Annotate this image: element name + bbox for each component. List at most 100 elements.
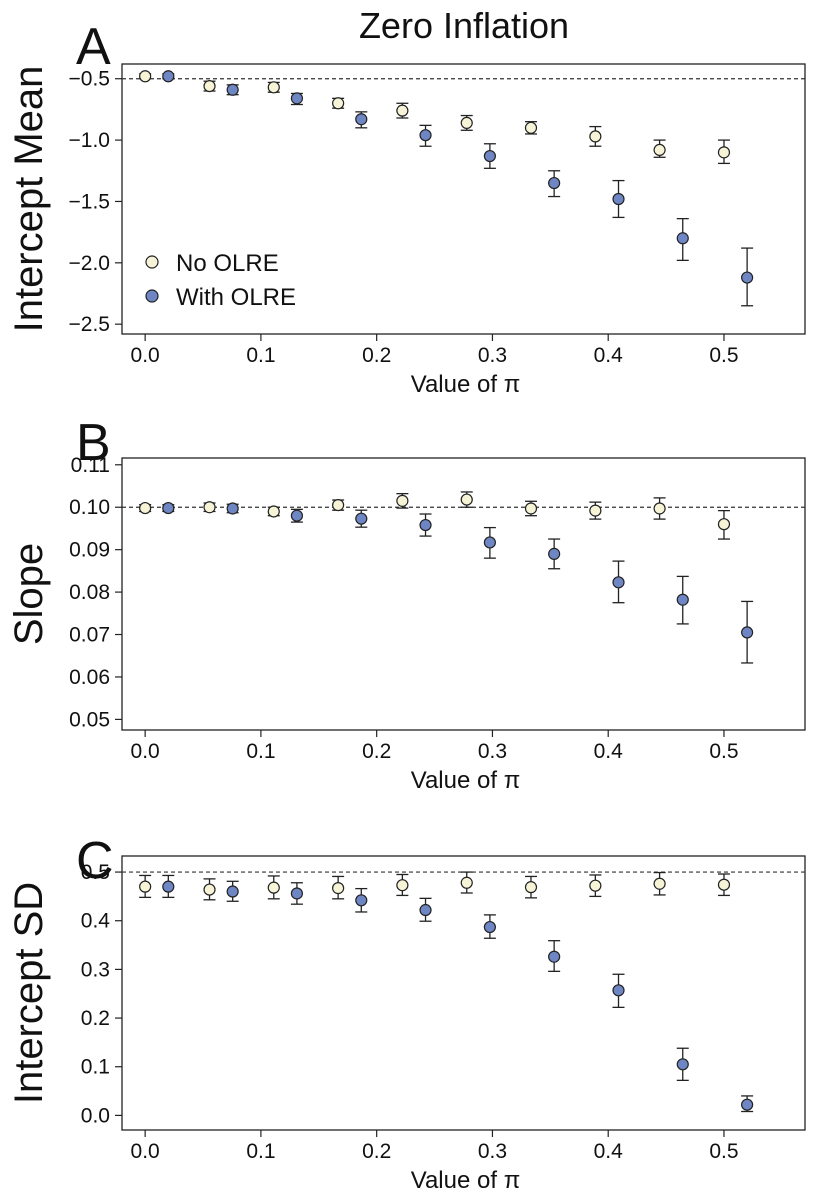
point-no-olre — [717, 146, 731, 159]
y-tick-label: −2.5 — [69, 313, 110, 336]
point-no-olre — [653, 877, 666, 890]
point-no-olre — [460, 876, 473, 889]
point-with-olre — [483, 536, 496, 549]
point-with-olre — [612, 192, 625, 206]
point-no-olre — [460, 116, 473, 130]
x-tick-label: 0.2 — [362, 1140, 391, 1163]
point-with-olre — [419, 129, 432, 142]
panel-b: 0.0 0.1 0.2 0.3 0.4 0.5 0.11 0.10 0.09 0.08 0.07 0.… — [7, 414, 806, 794]
point-no-olre — [267, 81, 280, 94]
point-no-olre — [267, 881, 280, 894]
point-with-olre — [676, 232, 689, 245]
panel-c: 0.0 0.1 0.2 0.3 0.4 0.5 0.5 0.4 0.3 0.2 0.1 0.0 Valu… — [7, 832, 806, 1194]
x-tick-label: 0.1 — [246, 1140, 275, 1163]
y-axis-label: Intercept Mean — [7, 66, 51, 333]
point-with-olre — [226, 83, 239, 96]
x-tick-label: 0.3 — [478, 740, 507, 763]
x-tick-label: 0.4 — [594, 1140, 624, 1163]
y-tick-label: 0.0 — [81, 1104, 110, 1127]
panel-letter: A — [76, 18, 111, 76]
point-no-olre — [396, 879, 409, 892]
point-no-olre — [332, 499, 345, 512]
y-tick-label: 0.5 — [81, 861, 110, 884]
point-no-olre — [524, 121, 538, 134]
x-tick-label: 0.3 — [478, 1140, 507, 1163]
point-no-olre — [139, 880, 152, 893]
point-no-olre — [203, 883, 216, 896]
point-no-olre — [717, 878, 731, 891]
x-tick-label: 0.1 — [246, 344, 275, 367]
point-no-olre — [332, 882, 345, 895]
y-tick-label: 0.07 — [69, 624, 110, 647]
y-tick-label: −1.0 — [69, 129, 110, 152]
point-with-olre — [676, 1058, 689, 1071]
x-tick-label: 0.2 — [362, 344, 391, 367]
point-no-olre — [396, 494, 409, 507]
point-with-olre — [162, 880, 175, 893]
y-tick-label: 0.1 — [81, 1056, 110, 1079]
panel-letter: B — [76, 414, 111, 472]
y-tick-label: 0.09 — [69, 539, 110, 562]
point-no-olre — [589, 879, 602, 892]
point-no-olre — [203, 501, 216, 514]
x-tick-label: 0.0 — [131, 1140, 160, 1163]
point-no-olre — [524, 881, 538, 894]
y-tick-label: 0.05 — [69, 708, 110, 731]
panel-a: 0.0 0.1 0.2 0.3 0.4 0.5 −0.5 −1.0 −1.5 −2.0 −2.5 Va… — [7, 18, 806, 398]
y-axis-label: Slope — [7, 543, 51, 645]
point-no-olre — [717, 518, 731, 531]
y-axis-label: Intercept SD — [7, 882, 51, 1104]
y-tick-label: −1.5 — [69, 190, 110, 213]
x-tick-label: 0.0 — [131, 344, 160, 367]
y-tick-label: 0.4 — [81, 910, 111, 933]
point-with-olre — [548, 176, 561, 190]
legend-label-no-olre: No OLRE — [176, 250, 279, 277]
y-tick-label: −2.0 — [69, 252, 110, 275]
x-axis-label: Value of π — [411, 1167, 521, 1194]
point-no-olre — [653, 143, 666, 157]
point-with-olre — [355, 894, 368, 907]
plot-frame — [121, 855, 806, 1131]
point-no-olre — [524, 502, 538, 515]
y-tick-label: 0.06 — [69, 666, 110, 689]
x-axis-label: Value of π — [411, 371, 521, 398]
point-no-olre — [267, 505, 280, 518]
x-tick-label: 0.2 — [362, 740, 391, 763]
figure-title: Zero Inflation — [359, 5, 569, 46]
point-with-olre — [483, 920, 496, 934]
point-with-olre — [612, 576, 625, 589]
panel-letter: C — [76, 832, 114, 890]
point-with-olre — [548, 950, 561, 963]
point-with-olre — [676, 593, 689, 606]
x-axis-label: Value of π — [411, 767, 521, 794]
point-no-olre — [589, 130, 602, 143]
x-tick-label: 0.4 — [594, 740, 624, 763]
point-with-olre — [290, 509, 304, 522]
y-tick-label: 0.3 — [81, 958, 110, 981]
point-with-olre — [419, 903, 432, 917]
point-no-olre — [332, 97, 345, 110]
legend-label-with-olre: With OLRE — [176, 284, 296, 311]
legend-marker-with-olre — [145, 289, 159, 303]
point-with-olre — [612, 984, 625, 997]
point-with-olre — [226, 502, 239, 515]
point-no-olre — [139, 70, 152, 83]
plot-frame — [121, 63, 806, 335]
point-with-olre — [419, 518, 432, 532]
x-tick-label: 0.5 — [709, 740, 738, 763]
point-with-olre — [483, 149, 496, 163]
y-tick-label: 0.10 — [69, 496, 110, 519]
y-tick-label: 0.08 — [69, 581, 110, 604]
y-tick-label: 0.2 — [81, 1007, 110, 1030]
y-tick-label: 0.11 — [71, 454, 110, 477]
point-with-olre — [741, 626, 754, 639]
point-with-olre — [162, 70, 175, 83]
point-with-olre — [355, 512, 368, 525]
x-tick-label: 0.5 — [709, 1140, 738, 1163]
legend-marker-no-olre — [145, 255, 159, 269]
x-tick-label: 0.1 — [246, 740, 275, 763]
point-with-olre — [162, 501, 175, 515]
point-no-olre — [589, 504, 602, 517]
x-tick-label: 0.5 — [709, 344, 738, 367]
